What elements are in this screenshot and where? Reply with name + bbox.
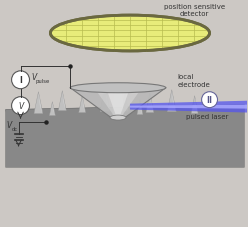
Text: I: I [19,76,22,85]
Text: V: V [18,102,23,111]
Polygon shape [191,96,198,114]
Polygon shape [122,94,128,112]
Polygon shape [140,100,142,115]
Polygon shape [82,96,85,113]
Circle shape [202,92,217,108]
Polygon shape [195,96,197,114]
Polygon shape [52,102,55,116]
Polygon shape [38,92,42,114]
Polygon shape [172,90,175,112]
Circle shape [12,97,30,115]
Ellipse shape [110,116,126,121]
Polygon shape [130,101,248,113]
Ellipse shape [70,83,166,93]
Text: position sensitive
detector: position sensitive detector [164,4,225,17]
Polygon shape [6,105,244,130]
Polygon shape [34,92,43,114]
Text: pulsed laser: pulsed laser [186,113,229,119]
Text: V: V [31,73,37,82]
Text: II: II [207,96,213,105]
Circle shape [12,72,30,89]
Polygon shape [167,90,176,112]
Polygon shape [125,94,128,112]
Polygon shape [70,88,166,118]
Ellipse shape [50,16,210,52]
Polygon shape [130,105,248,109]
Polygon shape [79,96,86,113]
Text: pulse: pulse [36,79,50,84]
Polygon shape [106,88,130,118]
Polygon shape [100,86,110,112]
Polygon shape [94,88,142,118]
Polygon shape [58,91,66,111]
Polygon shape [6,105,244,168]
Text: dc: dc [12,126,18,131]
Polygon shape [146,93,154,113]
Text: V: V [7,121,12,129]
Polygon shape [137,100,143,115]
Text: local
electrode: local electrode [178,74,211,87]
Polygon shape [112,86,124,118]
Polygon shape [150,93,153,113]
Polygon shape [105,86,109,112]
Polygon shape [49,102,55,116]
Polygon shape [62,91,65,111]
